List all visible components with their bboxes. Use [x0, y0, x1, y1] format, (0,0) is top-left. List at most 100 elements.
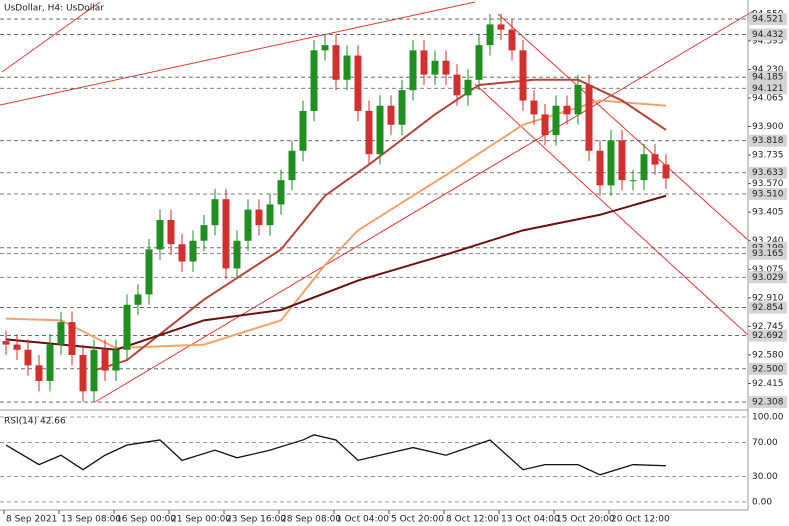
- candle-body: [299, 110, 307, 151]
- level-label: 93.165: [752, 249, 784, 259]
- y-tick-label: 92.415: [752, 379, 784, 389]
- x-tick-label: 13 Sep 08:00: [61, 515, 121, 525]
- candle-body: [651, 154, 659, 165]
- moving-average: [5, 194, 667, 351]
- candle-body: [420, 50, 428, 75]
- candle-body: [112, 349, 120, 371]
- candle-body: [233, 240, 241, 269]
- candle-body: [90, 349, 98, 392]
- x-tick-label: 21 Sep 00:00: [171, 515, 231, 525]
- candle-body: [255, 209, 263, 226]
- candle-body: [35, 365, 43, 381]
- x-tick-label: 15 Oct 20:00: [556, 515, 615, 525]
- rsi-title: RSI(14) 42.66: [4, 417, 66, 427]
- level-label: 94.121: [752, 84, 784, 94]
- candle-body: [266, 204, 274, 226]
- y-tick-label: 93.735: [752, 151, 784, 161]
- candle-body: [79, 354, 87, 392]
- level-label-box: [749, 82, 787, 95]
- level-label: 93.633: [752, 168, 784, 178]
- candle-body: [585, 84, 593, 151]
- level-label-box: [749, 396, 787, 409]
- y-tick-label: 92.580: [752, 350, 784, 360]
- candle-body: [574, 84, 582, 115]
- candle-body: [431, 60, 439, 75]
- level-label: 94.521: [752, 15, 784, 25]
- level-label-box: [749, 134, 787, 147]
- y-tick-label: 93.570: [752, 179, 784, 189]
- candle-body: [541, 114, 549, 136]
- candle-body: [497, 24, 505, 30]
- rsi-tick-label: 100.00: [752, 413, 784, 423]
- rsi-line: [5, 434, 667, 476]
- moving-average: [5, 99, 667, 350]
- candle-body: [640, 154, 648, 181]
- candle-body: [376, 105, 384, 155]
- candle-body: [464, 79, 472, 96]
- candle-body: [453, 74, 461, 96]
- level-label: 94.185: [752, 73, 784, 83]
- candle-body: [442, 60, 450, 75]
- x-tick-label: 5 Oct 20:00: [391, 515, 444, 525]
- candle-body: [332, 45, 340, 80]
- level-label: 92.854: [752, 303, 784, 313]
- rsi-tick-label: 70.00: [752, 438, 778, 448]
- x-tick-label: 23 Sep 16:00: [226, 515, 286, 525]
- candle-body: [519, 50, 527, 101]
- level-label-box: [749, 247, 787, 260]
- candle-body: [486, 24, 494, 46]
- y-tick-label: 93.240: [752, 236, 784, 246]
- candle-body: [101, 349, 109, 371]
- trend-line: [94, 9, 756, 403]
- candle-body: [189, 240, 197, 262]
- level-label-box: [749, 71, 787, 84]
- candle-body: [156, 219, 164, 250]
- level-label: 93.818: [752, 136, 784, 146]
- moving-average: [93, 78, 667, 372]
- level-label-box: [749, 188, 787, 201]
- candle-body: [277, 180, 285, 205]
- level-label: 92.692: [752, 331, 784, 341]
- x-tick-label: 8 Sep 2021: [6, 515, 57, 525]
- candle-body: [24, 349, 32, 366]
- x-tick-label: 8 Oct 12:00: [446, 515, 499, 525]
- candle-body: [244, 209, 252, 241]
- candle-body: [134, 294, 142, 305]
- candle-body: [618, 140, 626, 181]
- candle-body: [200, 225, 208, 241]
- y-tick-label: 92.745: [752, 322, 784, 332]
- rsi-tick-label: 30.00: [752, 472, 778, 482]
- candle-body: [178, 244, 186, 262]
- x-tick-label: 28 Sep 08:00: [281, 515, 341, 525]
- candle-body: [2, 341, 10, 345]
- candle-body: [365, 110, 373, 155]
- level-label-box: [749, 271, 787, 284]
- candle-body: [629, 180, 637, 182]
- candle-body: [475, 45, 483, 80]
- candle-body: [211, 199, 219, 226]
- candle-body: [607, 140, 615, 186]
- y-tick-label: 93.405: [752, 208, 784, 218]
- y-tick-label: 92.910: [752, 293, 784, 303]
- level-label: 92.500: [752, 364, 784, 374]
- y-tick-label: 93.075: [752, 265, 784, 275]
- candle-body: [354, 55, 362, 111]
- candle-body: [288, 150, 296, 181]
- level-label: 93.510: [752, 190, 784, 200]
- y-tick-label: 93.900: [752, 122, 784, 132]
- candle-body: [552, 105, 560, 136]
- y-tick-label: 94.395: [752, 36, 784, 46]
- y-tick-label: 94.230: [752, 65, 784, 75]
- y-tick-label: 94.065: [752, 93, 784, 103]
- candle-body: [343, 55, 351, 80]
- level-label: 92.308: [752, 398, 784, 408]
- level-label-box: [749, 166, 787, 179]
- chart-title: UsDollar, H4: UsDollar: [4, 4, 104, 14]
- trend-line: [1, 1, 101, 73]
- candle-body: [68, 322, 76, 355]
- trend-line: [497, 13, 749, 241]
- candle-body: [321, 45, 329, 51]
- candle-body: [387, 105, 395, 125]
